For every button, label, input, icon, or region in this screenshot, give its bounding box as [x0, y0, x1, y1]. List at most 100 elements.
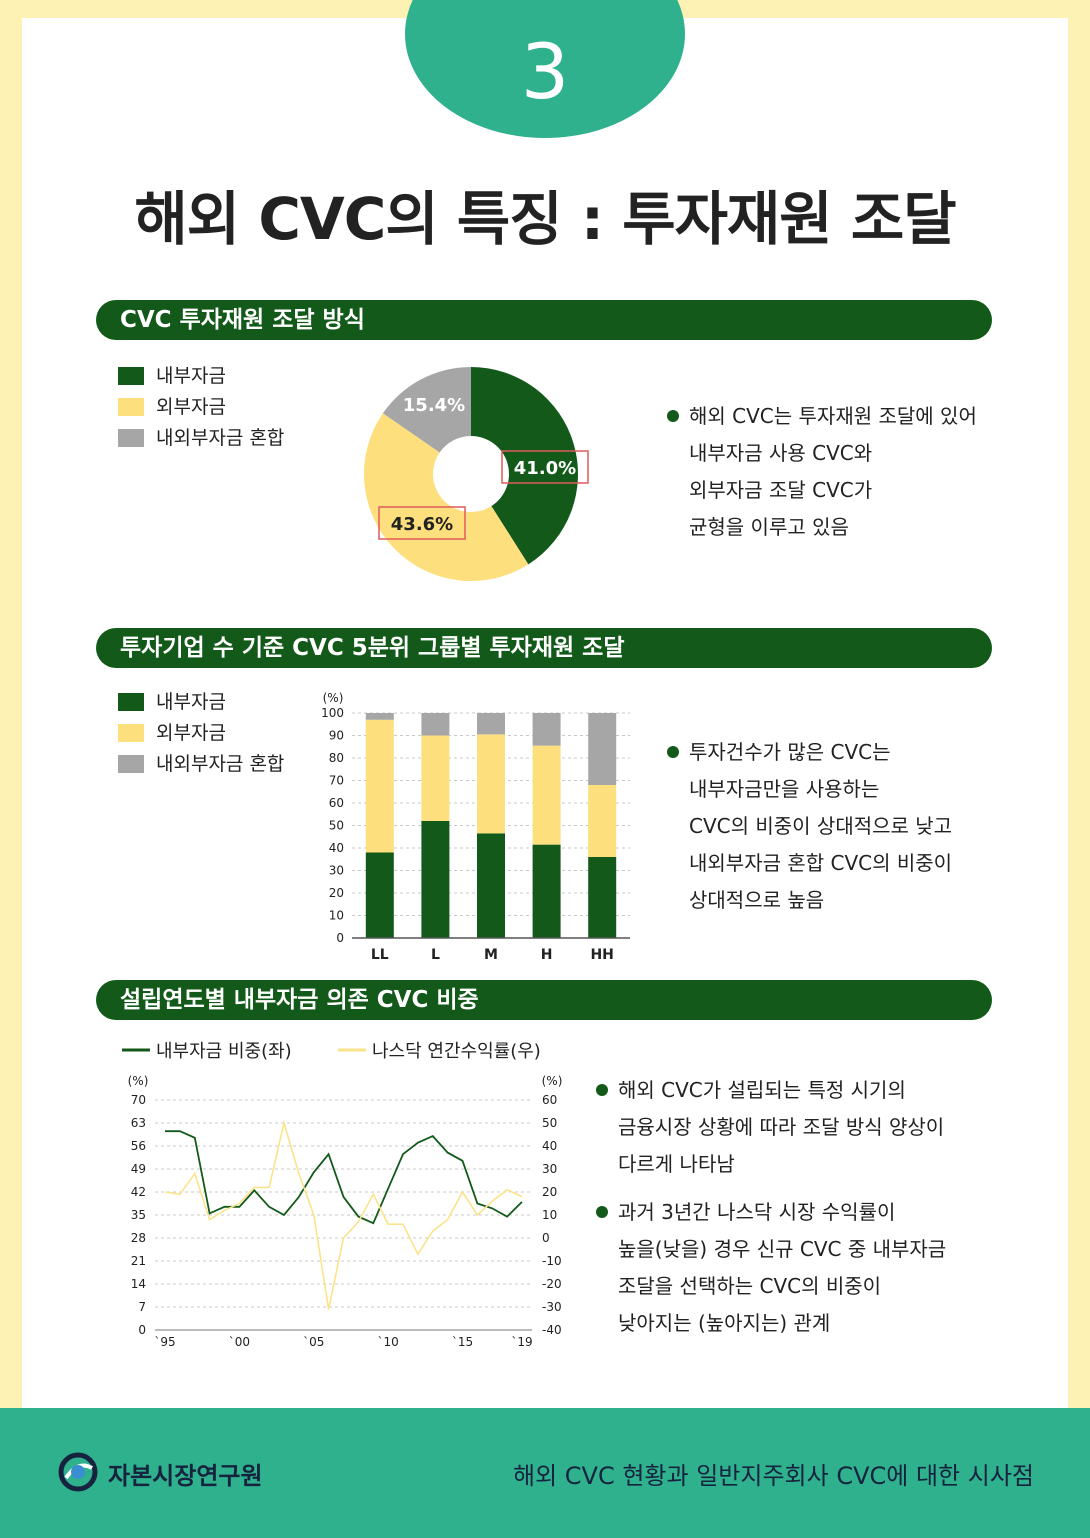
y-left-tick-label: 49 [131, 1162, 146, 1176]
bullet-line: 해외 CVC가 설립되는 특정 시기의 [596, 1072, 944, 1109]
donut-value-label: 43.6% [391, 514, 453, 535]
section-title-quintile: 투자기업 수 기준 CVC 5분위 그룹별 투자재원 조달 [120, 635, 625, 661]
y-tick-label: 60 [329, 796, 344, 810]
bar-segment [365, 719, 394, 853]
x-tick-label: `10 [377, 1335, 398, 1349]
legend-label: 내외부자금 혼합 [156, 753, 285, 775]
section-number: 3 [520, 27, 570, 116]
y-left-tick-label: 56 [131, 1139, 146, 1153]
legend-label: 나스닥 연간수익률(우) [372, 1041, 541, 1062]
y-right-tick-label: 50 [542, 1116, 557, 1130]
legend-swatch [118, 755, 144, 773]
y-tick-label: 0 [336, 931, 344, 945]
bullet-line: 외부자금 조달 CVC가 [689, 478, 873, 502]
y-right-tick-label: -40 [542, 1323, 562, 1337]
y-left-tick-label: 63 [131, 1116, 146, 1130]
legend-label: 외부자금 [156, 722, 226, 744]
x-tick-label: HH [590, 947, 613, 963]
section-header-founding-year [96, 980, 992, 1020]
x-tick-label: M [484, 947, 498, 963]
y-left-tick-label: 7 [138, 1300, 146, 1314]
y-axis-unit: (%) [323, 691, 344, 705]
bullet-dot [667, 409, 679, 422]
bullet-line: 낮아지는 (높아지는) 관계 [618, 1311, 831, 1335]
legend-label: 내부자금 [156, 365, 226, 387]
bullet-line: 과거 3년간 나스닥 시장 수익률이 [596, 1194, 946, 1231]
bullet-line: 내외부자금 혼합 CVC의 비중이 [689, 851, 953, 875]
y-left-tick-label: 42 [131, 1185, 146, 1199]
bar-segment [421, 821, 450, 938]
bar-segment [588, 713, 617, 785]
legend-label: 내외부자금 혼합 [156, 427, 285, 449]
section-title-funding-method: CVC 투자재원 조달 방식 [120, 307, 365, 333]
y-right-tick-label: 20 [542, 1185, 557, 1199]
x-tick-label: `15 [452, 1335, 473, 1349]
y-tick-label: 50 [329, 819, 344, 833]
bullet-dot [596, 1083, 608, 1096]
bar-segment [588, 785, 617, 857]
x-tick-label: `95 [154, 1335, 175, 1349]
bar-segment [532, 713, 561, 746]
bar-segment [421, 735, 450, 821]
y-tick-label: 30 [329, 864, 344, 878]
y-right-tick-label: 30 [542, 1162, 557, 1176]
y-tick-label: 100 [321, 706, 344, 720]
bullet-line: 균형을 이루고 있음 [689, 515, 849, 539]
donut-chart: 41.0% 43.6% 15.4% [364, 367, 589, 581]
bar-segment [421, 713, 450, 736]
series-line [165, 1130, 523, 1225]
y-left-unit: (%) [128, 1074, 149, 1088]
donut-value-label: 41.0% [514, 458, 576, 479]
bullet-dot [667, 745, 679, 758]
legend-swatch [118, 693, 144, 711]
bullet-line: 상대적으로 높음 [689, 888, 825, 912]
x-tick-label: `19 [511, 1335, 532, 1349]
section-title-founding-year: 설립연도별 내부자금 의존 CVC 비중 [120, 987, 479, 1013]
y-right-tick-label: -20 [542, 1277, 562, 1291]
bullet-text: 해외 CVC가 설립되는 특정 시기의 [618, 1078, 906, 1102]
legend-swatch [118, 367, 144, 385]
publication-title: 해외 CVC 현황과 일반지주회사 CVC에 대한 시사점 [513, 1462, 1034, 1490]
bar-segment [532, 844, 561, 938]
bullet-funding-method: 해외 CVC는 투자재원 조달에 있어 내부자금 사용 CVC와 외부자금 조달… [667, 398, 977, 546]
y-right-tick-label: -10 [542, 1254, 562, 1268]
bar-segment [477, 734, 505, 834]
y-right-tick-label: 0 [542, 1231, 550, 1245]
bar-segment [365, 713, 394, 720]
section-header-funding-method [96, 300, 992, 340]
y-tick-label: 40 [329, 841, 344, 855]
legend-swatch [118, 724, 144, 742]
bullet-line: 금융시장 상황에 따라 조달 방식 양상이 [618, 1115, 945, 1139]
legend-label: 내부자금 비중(좌) [156, 1041, 292, 1062]
bullet-line: 투자건수가 많은 CVC는 [667, 734, 952, 771]
donut-slice [382, 367, 471, 453]
bullet-line: 해외 CVC는 투자재원 조달에 있어 [667, 398, 977, 435]
bullet-text: 해외 CVC는 투자재원 조달에 있어 [689, 404, 977, 428]
bullet-text: 투자건수가 많은 CVC는 [689, 740, 891, 764]
y-left-tick-label: 0 [138, 1323, 146, 1337]
y-tick-label: 20 [329, 886, 344, 900]
y-tick-label: 70 [329, 774, 344, 788]
y-left-tick-label: 21 [131, 1254, 146, 1268]
bullet-line: 내부자금만을 사용하는 [689, 777, 880, 801]
page-title: 해외 CVC의 특징 : 투자재원 조달 [134, 185, 956, 253]
y-left-tick-label: 35 [131, 1208, 146, 1222]
series-line [164, 1119, 523, 1310]
kcmi-logo-icon [58, 1452, 98, 1492]
bullet-line: 높을(낮을) 경우 신규 CVC 중 내부자금 [618, 1237, 947, 1261]
bullet-line: 다르게 나타남 [618, 1152, 735, 1176]
highlight-box [378, 506, 466, 540]
bar-segment [532, 745, 561, 845]
donut-slice [471, 367, 578, 565]
bar-segment [477, 713, 505, 735]
x-tick-label: L [431, 947, 440, 963]
y-right-tick-label: 40 [542, 1139, 557, 1153]
legend-swatch [118, 398, 144, 416]
donut-value-label: 15.4% [403, 395, 465, 416]
dual-axis-line-chart: 내부자금 비중(좌) 나스닥 연간수익률(우)(%) (%)071421283542… [122, 1041, 562, 1349]
x-tick-label: LL [371, 947, 389, 963]
section-header-quintile [96, 628, 992, 668]
y-right-tick-label: 10 [542, 1208, 557, 1222]
footer [0, 1408, 1090, 1538]
